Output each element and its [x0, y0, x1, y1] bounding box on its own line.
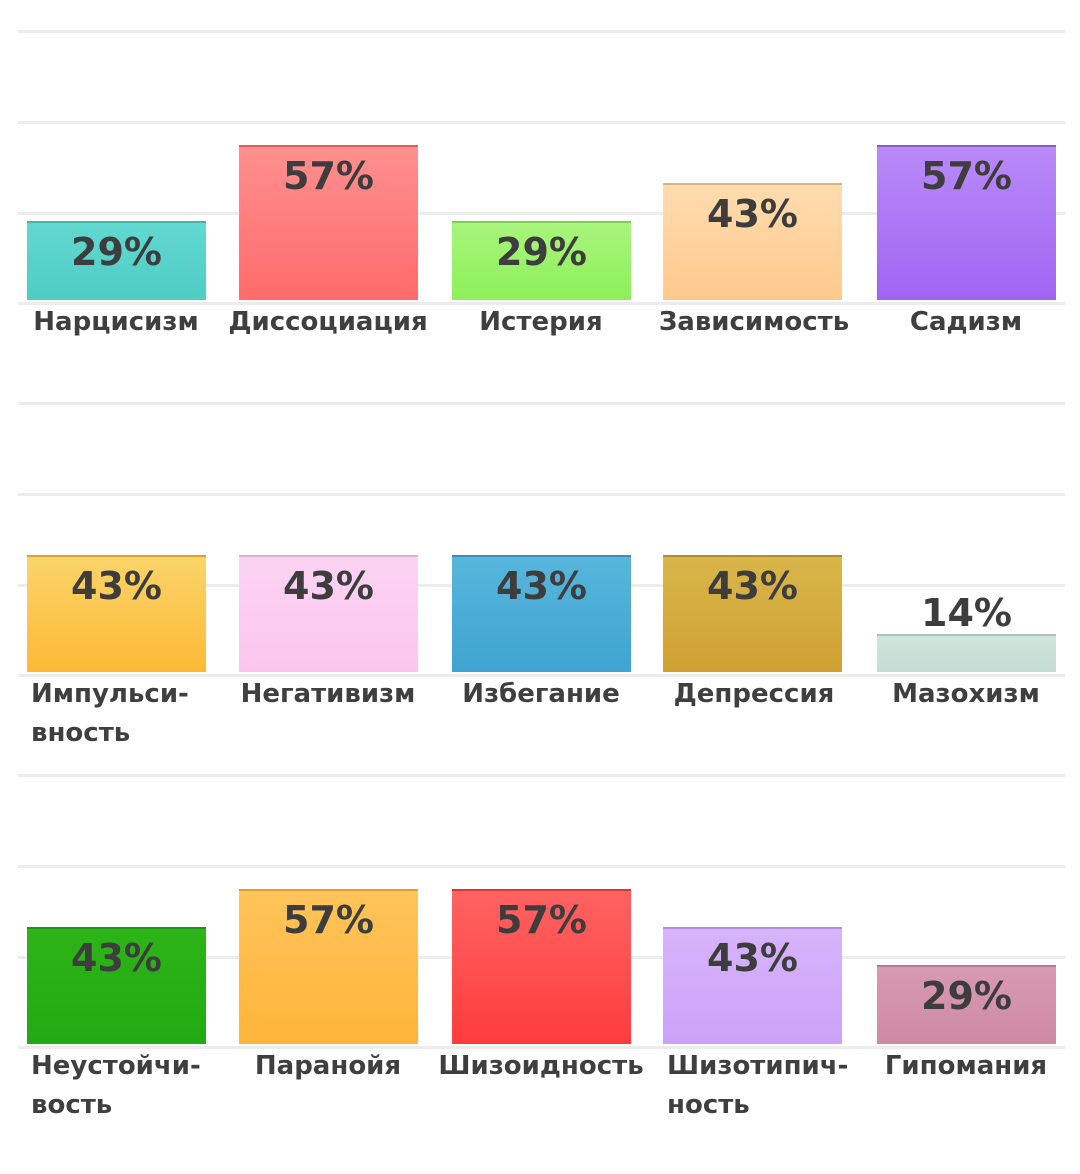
chart-panel-1: 29% Нарцисизм 57% Диссоциация 29% Истерия 43% З…: [0, 0, 1080, 372]
category-label: Садизм: [909, 307, 1023, 337]
bar-value-label: 43%: [496, 564, 587, 608]
category-label: Нарцисизм: [33, 307, 199, 337]
bar: 43%: [27, 555, 206, 672]
bar: 29%: [877, 965, 1056, 1044]
gridline: [18, 402, 1065, 405]
bar: 14%: [877, 594, 1056, 672]
bar-value-label: 29%: [71, 230, 162, 274]
bar: 57%: [452, 889, 631, 1044]
chart-panel-3: 43% Неустойчи- вость 57% Паранойя 57% Шизоидн…: [0, 744, 1080, 1120]
gridline: [18, 1046, 1065, 1049]
bar: 43%: [27, 927, 206, 1044]
bar: 43%: [239, 555, 418, 672]
gridline: [18, 493, 1065, 496]
bar: 43%: [452, 555, 631, 672]
bar-value-label: 43%: [707, 192, 798, 236]
gridline: [18, 674, 1065, 677]
bar-value-label: 43%: [71, 564, 162, 608]
bar: 29%: [452, 221, 631, 300]
gridline: [18, 774, 1065, 777]
gridline: [18, 212, 1065, 215]
gridline: [18, 30, 1065, 33]
bar-value-label: 43%: [707, 564, 798, 608]
bar-value-label: 43%: [283, 564, 374, 608]
category-label: Шизотипич- ность: [667, 1051, 849, 1120]
bar-value-label: 43%: [707, 936, 798, 980]
bar: 57%: [239, 145, 418, 300]
category-label: Гипомания: [884, 1051, 1048, 1081]
bar-value-label: 57%: [921, 154, 1012, 198]
chart-panel-2: 43% Импульси- вность 43% Негативизм 43% Избег…: [0, 372, 1080, 748]
category-label: Депрессия: [673, 679, 835, 709]
category-label: Диссоциация: [228, 307, 428, 337]
bar-value-label: 57%: [283, 898, 374, 942]
category-label: Мазохизм: [892, 679, 1040, 709]
bar-value-label: 43%: [71, 936, 162, 980]
bar-value-label: 29%: [496, 230, 587, 274]
bar: 57%: [239, 889, 418, 1044]
bar: 43%: [663, 555, 842, 672]
category-label: Шизоидность: [438, 1051, 644, 1081]
bar-value-label: 14%: [921, 591, 1012, 635]
category-label: Паранойя: [254, 1051, 402, 1081]
category-label: Негативизм: [240, 679, 416, 709]
bar: 43%: [663, 183, 842, 300]
category-label: Истерия: [479, 307, 603, 337]
category-label: Неустойчи- вость: [31, 1051, 201, 1120]
bar: 43%: [663, 927, 842, 1044]
bar: 29%: [27, 221, 206, 300]
bar-value-label: 29%: [921, 974, 1012, 1018]
bar-value-label: 57%: [283, 154, 374, 198]
category-label: Зависимость: [658, 307, 850, 337]
gridline: [18, 121, 1065, 124]
bar-value-label: 57%: [496, 898, 587, 942]
gridline: [18, 302, 1065, 305]
category-label: Избегание: [462, 679, 620, 709]
gridline: [18, 865, 1065, 868]
category-label: Импульси- вность: [31, 679, 189, 748]
bar: 57%: [877, 145, 1056, 300]
